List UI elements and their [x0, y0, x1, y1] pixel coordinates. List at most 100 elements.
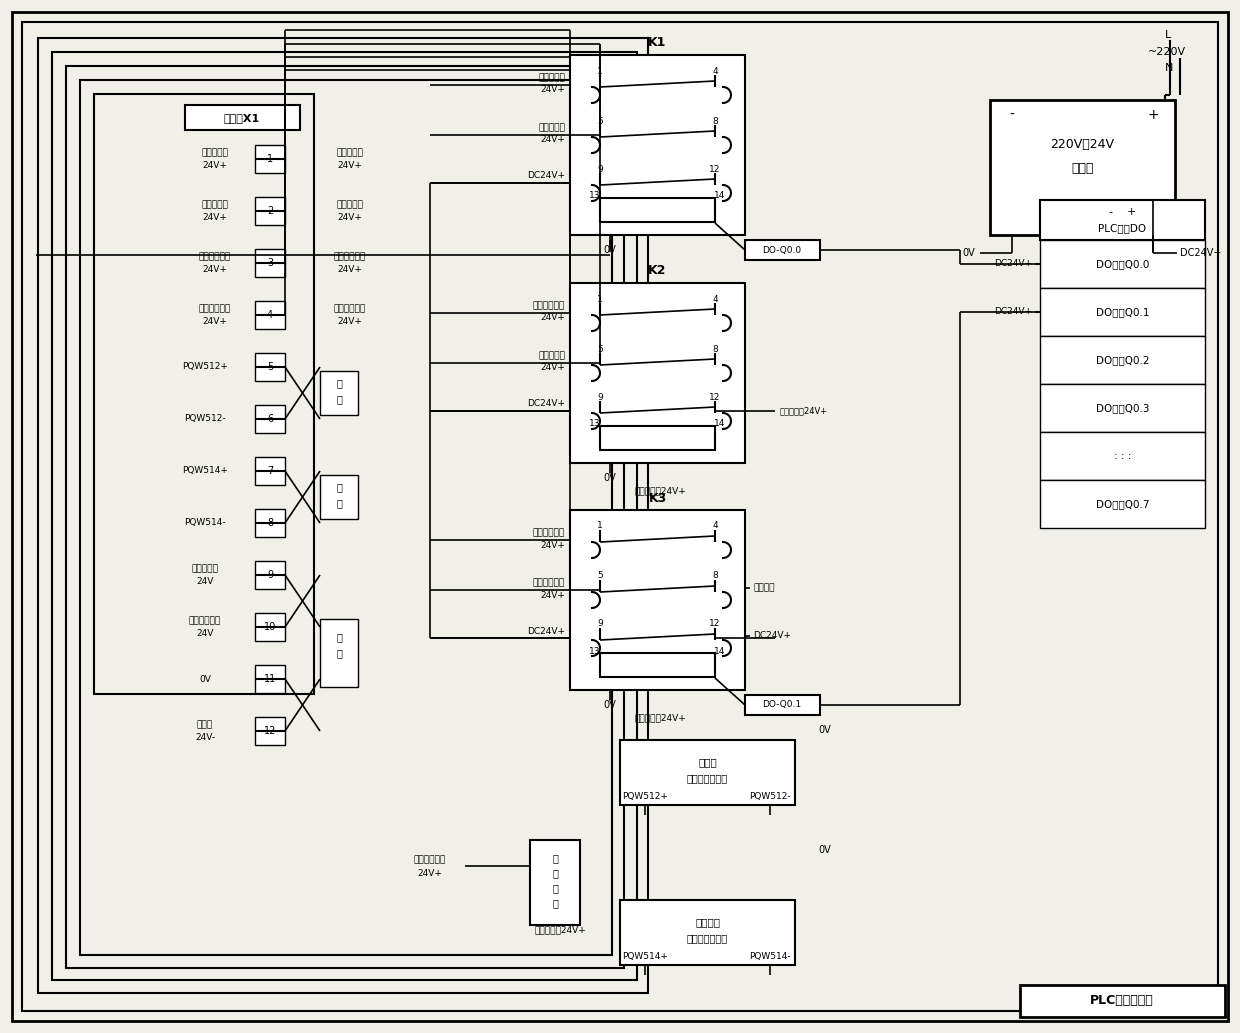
- Text: 短: 短: [336, 482, 342, 492]
- Text: 12: 12: [709, 620, 720, 628]
- Bar: [255, 717, 285, 745]
- Text: 备用驱动电源: 备用驱动电源: [533, 529, 565, 537]
- Bar: [320, 371, 358, 415]
- Text: DO-Q0.0: DO-Q0.0: [763, 246, 801, 254]
- Text: K2: K2: [649, 264, 667, 278]
- Text: 接: 接: [336, 498, 342, 508]
- Text: : : :: : : :: [1114, 451, 1131, 461]
- Bar: [600, 426, 715, 450]
- Bar: [1040, 432, 1205, 480]
- Text: 24V+: 24V+: [202, 213, 227, 221]
- Text: 24V+: 24V+: [541, 364, 565, 373]
- Text: 24V+: 24V+: [541, 135, 565, 145]
- Text: 主驱动电源: 主驱动电源: [538, 124, 565, 132]
- Text: 1: 1: [598, 66, 603, 75]
- Text: 24V+: 24V+: [337, 316, 362, 325]
- Text: 12: 12: [264, 726, 277, 735]
- Text: K3: K3: [649, 492, 667, 504]
- Text: 备用驱动电源: 备用驱动电源: [188, 617, 221, 626]
- Bar: [1040, 336, 1205, 384]
- Text: 接: 接: [336, 394, 342, 404]
- Text: 0V: 0V: [604, 473, 616, 483]
- Bar: [38, 38, 649, 993]
- Text: 备用驱动电源: 备用驱动电源: [198, 252, 231, 261]
- Text: ~220V: ~220V: [1148, 46, 1187, 57]
- Text: 8: 8: [712, 571, 718, 581]
- Text: 5: 5: [267, 362, 273, 372]
- Text: 11: 11: [264, 674, 277, 684]
- Text: PQW514-: PQW514-: [749, 951, 791, 961]
- Text: 24V+: 24V+: [202, 264, 227, 274]
- Text: DC24V+: DC24V+: [1180, 248, 1221, 258]
- Text: PQW512-: PQW512-: [185, 414, 226, 424]
- Text: 8: 8: [267, 518, 273, 528]
- Text: 动: 动: [552, 868, 558, 878]
- Text: 0V: 0V: [604, 700, 616, 710]
- Text: 短: 短: [336, 632, 342, 641]
- Text: DC24V+: DC24V+: [527, 626, 565, 635]
- Text: DC24V+: DC24V+: [994, 308, 1032, 316]
- Text: +: +: [1147, 108, 1159, 122]
- Text: 1: 1: [267, 154, 273, 164]
- Bar: [600, 653, 715, 677]
- Text: 备用驱动电源: 备用驱动电源: [414, 855, 446, 865]
- Text: 24V+: 24V+: [337, 213, 362, 221]
- Text: 短: 短: [336, 378, 342, 388]
- Text: 电源反馈: 电源反馈: [753, 584, 775, 593]
- Bar: [255, 353, 285, 381]
- Text: DC24V+: DC24V+: [994, 259, 1032, 269]
- Text: PQW514-: PQW514-: [185, 519, 226, 528]
- Text: 5: 5: [598, 344, 603, 353]
- Text: 24V+: 24V+: [541, 86, 565, 94]
- Text: DC24V+: DC24V+: [753, 631, 791, 640]
- Text: 0V: 0V: [818, 725, 831, 735]
- Bar: [52, 52, 637, 980]
- Text: 主驱动电源24V+: 主驱动电源24V+: [634, 714, 686, 722]
- Text: 备用驱动电源: 备用驱动电源: [334, 252, 366, 261]
- Text: 3: 3: [267, 258, 273, 268]
- Text: 13: 13: [589, 419, 600, 429]
- Text: 4: 4: [712, 294, 718, 304]
- Bar: [185, 105, 300, 130]
- Text: K1: K1: [649, 36, 667, 50]
- Text: DO模块Q0.3: DO模块Q0.3: [1096, 403, 1149, 413]
- Text: 0V: 0V: [818, 845, 831, 855]
- Text: 24V+: 24V+: [202, 160, 227, 169]
- Text: 13: 13: [589, 191, 600, 200]
- Bar: [255, 145, 285, 173]
- Text: 主驱动电源: 主驱动电源: [202, 200, 228, 210]
- Bar: [600, 198, 715, 222]
- Text: 24V+: 24V+: [541, 313, 565, 322]
- Bar: [81, 80, 613, 954]
- Text: 14: 14: [714, 647, 725, 656]
- Bar: [255, 665, 285, 693]
- Text: 2: 2: [267, 206, 273, 216]
- Text: 24V: 24V: [196, 628, 213, 637]
- Text: DO模块Q0.2: DO模块Q0.2: [1096, 355, 1149, 365]
- Text: PQW512+: PQW512+: [182, 363, 228, 372]
- Text: 24V+: 24V+: [418, 869, 443, 877]
- Bar: [570, 55, 745, 234]
- Text: L: L: [1166, 30, 1172, 40]
- Text: PQW514+: PQW514+: [622, 951, 668, 961]
- Bar: [255, 249, 285, 277]
- Bar: [255, 613, 285, 641]
- Text: 电源箱: 电源箱: [197, 720, 213, 729]
- Text: 主驱动电源24V+: 主驱动电源24V+: [634, 487, 686, 496]
- Text: 滑: 滑: [552, 853, 558, 863]
- Bar: [255, 301, 285, 328]
- Text: 9: 9: [598, 620, 603, 628]
- Text: DO模块Q0.0: DO模块Q0.0: [1096, 259, 1149, 269]
- Bar: [66, 66, 624, 968]
- Bar: [620, 900, 795, 965]
- Bar: [1040, 480, 1205, 528]
- Bar: [320, 619, 358, 687]
- Bar: [255, 197, 285, 225]
- Text: 0V: 0V: [200, 675, 211, 684]
- Text: PQW512-: PQW512-: [749, 791, 791, 801]
- Text: DO模块Q0.7: DO模块Q0.7: [1096, 499, 1149, 509]
- Text: PQW514+: PQW514+: [182, 467, 228, 475]
- Text: 9: 9: [598, 164, 603, 174]
- Text: N: N: [1166, 63, 1173, 73]
- Text: 0V: 0V: [962, 248, 975, 258]
